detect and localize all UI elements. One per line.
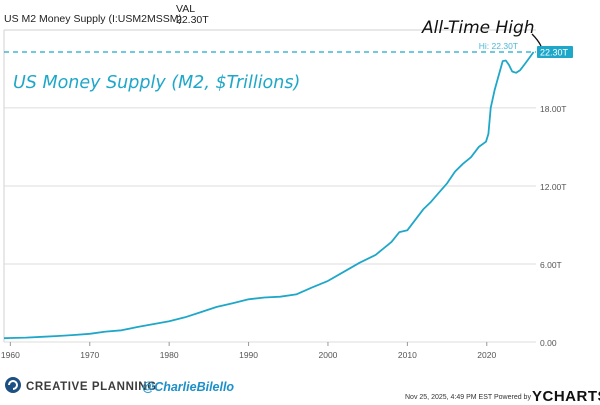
ycharts-logo: YCHARTS: [532, 388, 600, 405]
x-tick-label: 1970: [80, 350, 99, 360]
x-tick-label: 1980: [160, 350, 179, 360]
all-time-high-annotation: All-Time High: [421, 18, 535, 38]
annotation-arrow: [531, 33, 542, 47]
high-label: Hi: 22.30T: [479, 41, 518, 51]
y-tick-label: 0.00: [540, 338, 557, 348]
x-tick-label: 1960: [1, 350, 20, 360]
x-tick-label: 2000: [319, 350, 338, 360]
x-tick-label: 1990: [239, 350, 258, 360]
brand-name: CREATIVE PLANNING: [26, 381, 157, 393]
y-tick-label: 6.00T: [540, 260, 562, 270]
creative-planning-logo-icon: [5, 377, 21, 393]
y-tick-label: 12.00T: [540, 182, 566, 192]
val-current-value: 22.30T: [176, 14, 209, 26]
val-column-header: VAL: [176, 3, 196, 15]
chart-title: US Money Supply (M2, $Trillions): [13, 73, 300, 93]
last-value-label: 22.30T: [540, 48, 569, 58]
series-name: US M2 Money Supply (I:USM2MSSM): [4, 13, 182, 25]
author-handle: @CharlieBilello: [142, 380, 235, 394]
y-tick-label: 18.00T: [540, 104, 566, 114]
last-value-badge: [537, 46, 573, 58]
x-tick-label: 2020: [477, 350, 496, 360]
x-tick-label: 2010: [398, 350, 417, 360]
money-supply-line: [3, 51, 535, 340]
timestamp-powered-by: Nov 25, 2025, 4:49 PM EST Powered by: [405, 394, 531, 401]
